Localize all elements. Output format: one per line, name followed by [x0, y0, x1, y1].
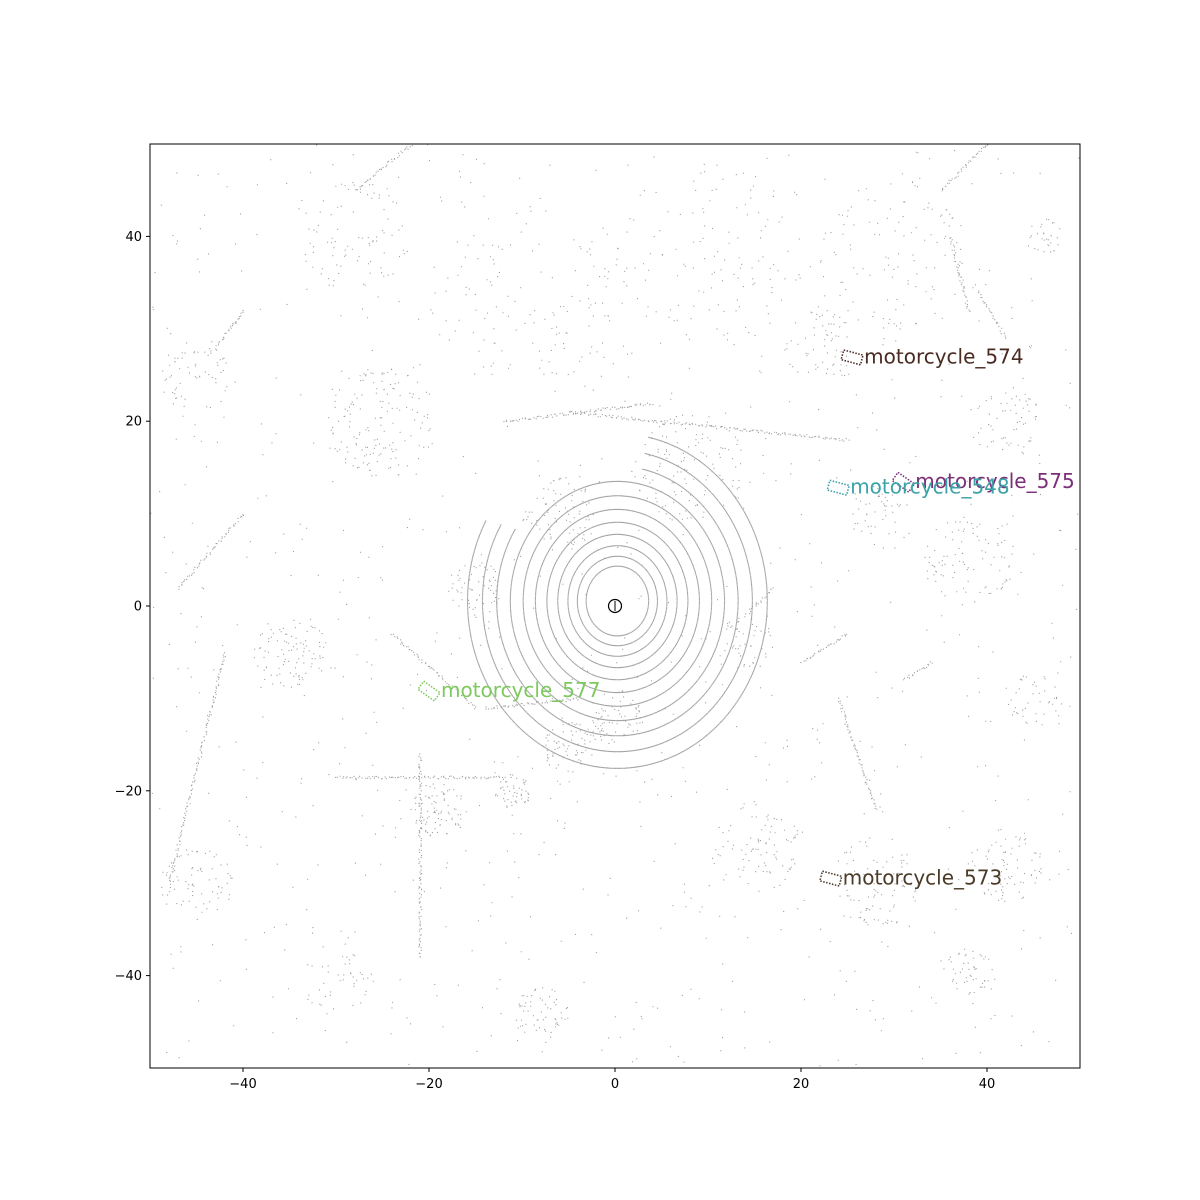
ego-marker [607, 598, 623, 614]
x-tick-label: −40 [229, 1077, 256, 1092]
y-tick-label: 40 [125, 230, 142, 245]
object-label: motorcycle_548 [850, 475, 1009, 499]
object-labels: motorcycle_574motorcycle_575motorcycle_5… [441, 344, 1075, 889]
x-tick-label: 40 [979, 1077, 996, 1092]
object-label: motorcycle_574 [864, 344, 1023, 368]
axis-ticks: −40 −20 0 20 40 −40 −20 0 20 40 [115, 230, 996, 1092]
object-boxes [416, 349, 916, 887]
y-tick-label: −20 [115, 784, 142, 799]
object-box [818, 870, 843, 887]
ego-vehicle [607, 598, 623, 614]
object-label: motorcycle_573 [843, 866, 1002, 890]
object-box [416, 680, 442, 702]
object-label: motorcycle_577 [441, 678, 600, 702]
y-tick-label: 0 [134, 600, 142, 615]
object-box [840, 349, 865, 366]
object-box [891, 471, 916, 494]
y-tick-label: −40 [115, 969, 142, 984]
object-label: motorcycle_575 [915, 469, 1074, 493]
y-tick-label: 20 [125, 415, 142, 430]
x-tick-label: 0 [611, 1077, 619, 1092]
x-tick-label: −20 [415, 1077, 442, 1092]
x-tick-label: 20 [793, 1077, 810, 1092]
object-box [826, 479, 851, 497]
